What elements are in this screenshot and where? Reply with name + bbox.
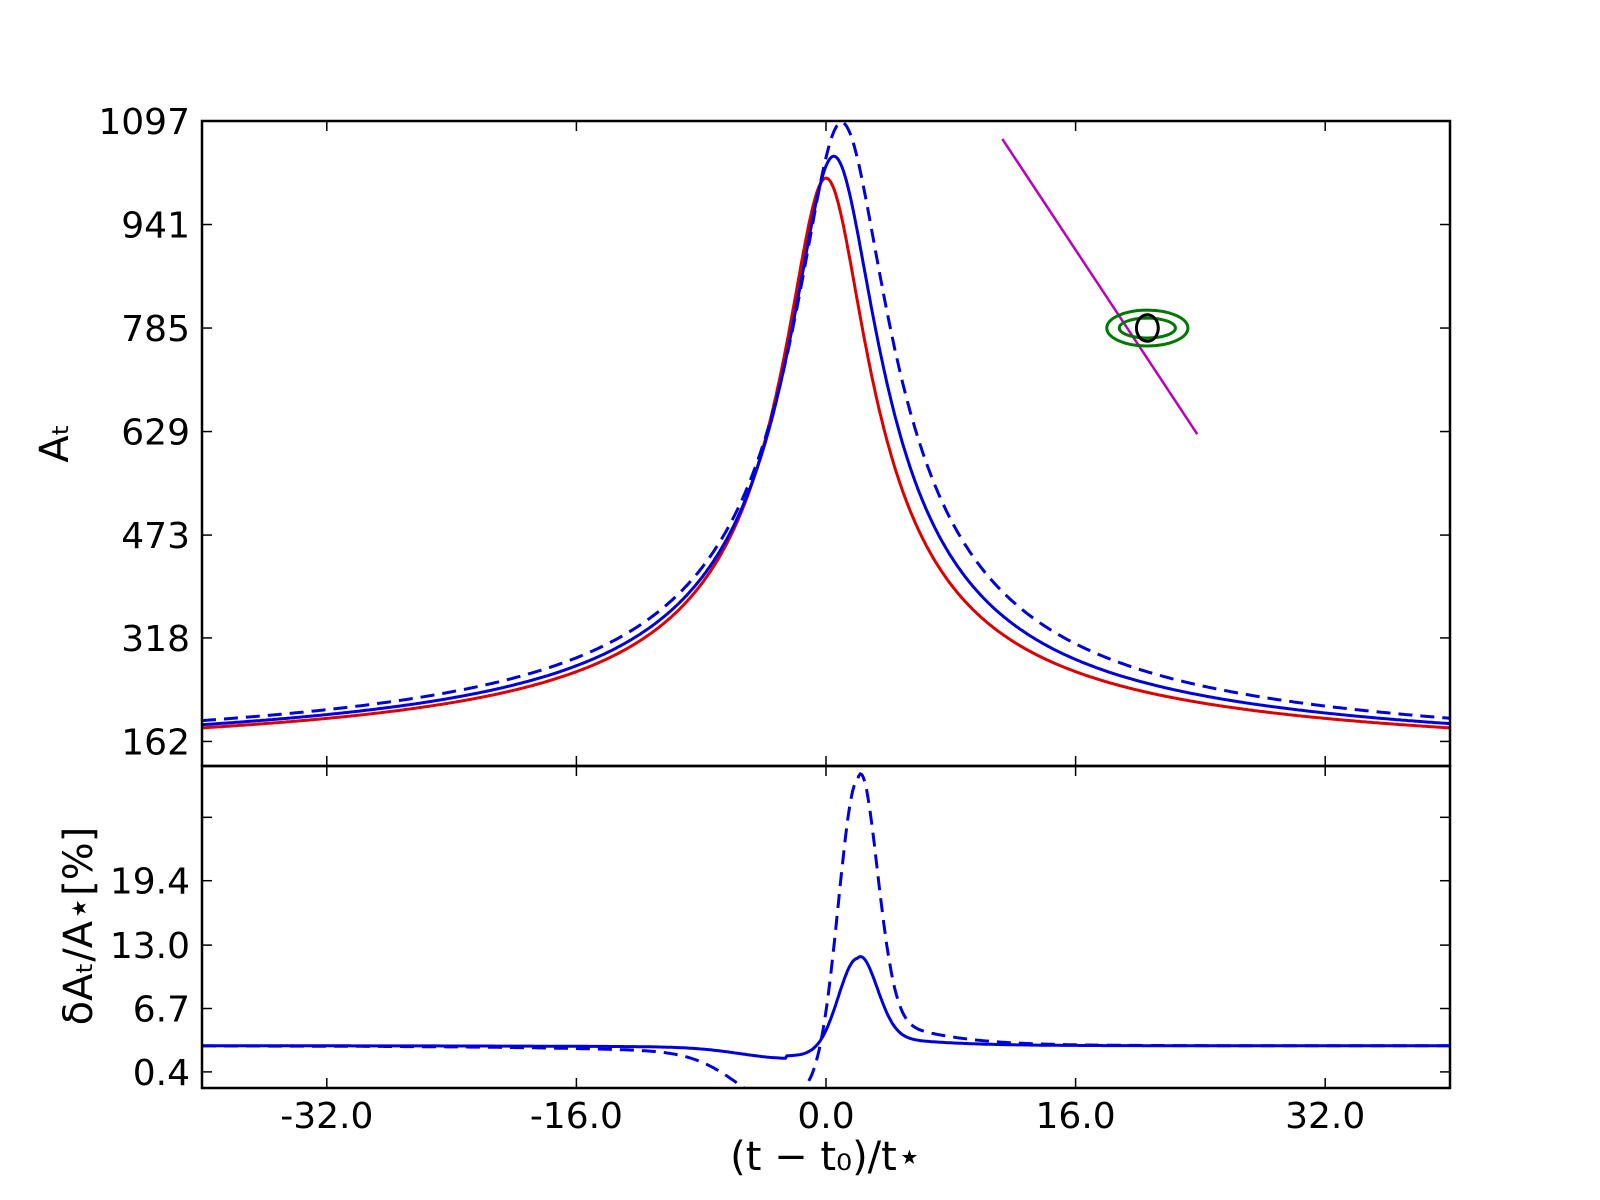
- top-ytick-label: 318: [121, 619, 190, 660]
- bottom-ticks: -32.0 -16.0 0.0 16.0 32.0 0.4 6.7 13.0 19.4: [110, 766, 1450, 1137]
- xtick-label: 16.0: [1036, 1096, 1116, 1137]
- bottom-ytick-label: 19.4: [110, 862, 190, 903]
- top-series-2: [201, 120, 1451, 723]
- bottom-curves: [202, 772, 1450, 1088]
- inset-ring-2: [1134, 313, 1160, 343]
- top-series-1: [201, 154, 1451, 727]
- top-series-0: [201, 176, 1451, 730]
- inset-diagram: [1001, 138, 1199, 435]
- top-ytick-label: 629: [121, 413, 190, 454]
- bottom-axes-frame: [200, 764, 1452, 1090]
- top-panel: 162 318 473 629 785 941 1097 Aₜ: [32, 102, 1452, 768]
- bottom-ylabel: δAₜ/A⋆[%]: [56, 827, 102, 1026]
- bottom-ytick-label: 6.7: [133, 990, 190, 1031]
- inset-ring-1: [1117, 316, 1177, 340]
- xtick-label: 32.0: [1285, 1096, 1365, 1137]
- xtick-label: -32.0: [280, 1096, 373, 1137]
- xtick-label: -16.0: [530, 1096, 623, 1137]
- xtick-label: 0.0: [797, 1096, 854, 1137]
- top-ticks: 162 318 473 629 785 941 1097: [98, 102, 1450, 766]
- inset-trajectory-line: [1001, 138, 1199, 435]
- top-ytick-label: 162: [121, 722, 190, 763]
- top-ytick-label: 473: [121, 516, 190, 557]
- top-ytick-label: 1097: [98, 102, 190, 143]
- top-axes-frame: [200, 119, 1452, 768]
- top-ylabel: Aₜ: [32, 423, 78, 462]
- bottom-panel: -32.0 -16.0 0.0 16.0 32.0 0.4 6.7 13.0 19.4 δAₜ/…: [56, 764, 1452, 1180]
- bottom-series-1: [202, 772, 1450, 1088]
- top-ytick-label: 941: [121, 206, 190, 247]
- top-curves: [201, 120, 1451, 730]
- xlabel: (t − t₀)/t⋆: [730, 1134, 922, 1180]
- inset-ring-0: [1105, 308, 1190, 348]
- bottom-ytick-label: 13.0: [110, 926, 190, 967]
- bottom-ytick-label: 0.4: [133, 1053, 190, 1094]
- top-ytick-label: 785: [121, 309, 190, 350]
